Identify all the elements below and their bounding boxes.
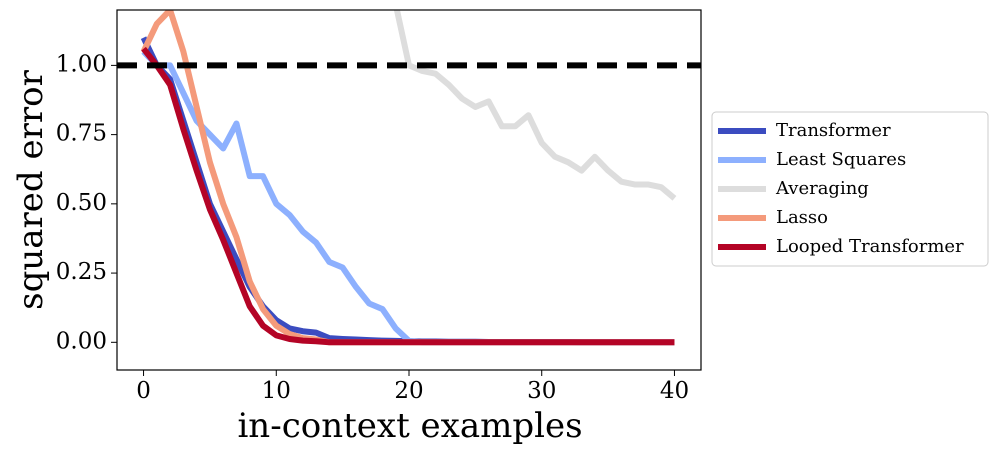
legend-label: Lasso — [776, 207, 828, 228]
y-tick-label: 0.75 — [56, 121, 107, 147]
y-tick-label: 0.25 — [56, 259, 107, 285]
plot-area — [117, 10, 701, 346]
y-tick-label: 0.00 — [56, 328, 107, 354]
x-tick-label: 0 — [136, 378, 151, 404]
y-tick-label: 0.50 — [56, 190, 107, 216]
legend-label: Least Squares — [776, 149, 906, 170]
series-line — [140, 36, 675, 346]
x-axis-label: in-context examples — [237, 406, 582, 446]
x-tick-label: 10 — [262, 378, 291, 404]
series-line — [393, 10, 677, 201]
y-tick-label: 1.00 — [56, 51, 107, 77]
x-tick-label: 40 — [660, 378, 689, 404]
legend-label: Transformer — [776, 120, 891, 141]
legend-label: Looped Transformer — [776, 236, 964, 257]
legend-label: Averaging — [775, 178, 869, 199]
x-tick-label: 20 — [394, 378, 423, 404]
legend-box — [711, 111, 989, 267]
series-line — [141, 46, 675, 346]
y-axis-label: squared error — [11, 69, 51, 309]
x-tick-label: 30 — [527, 378, 556, 404]
